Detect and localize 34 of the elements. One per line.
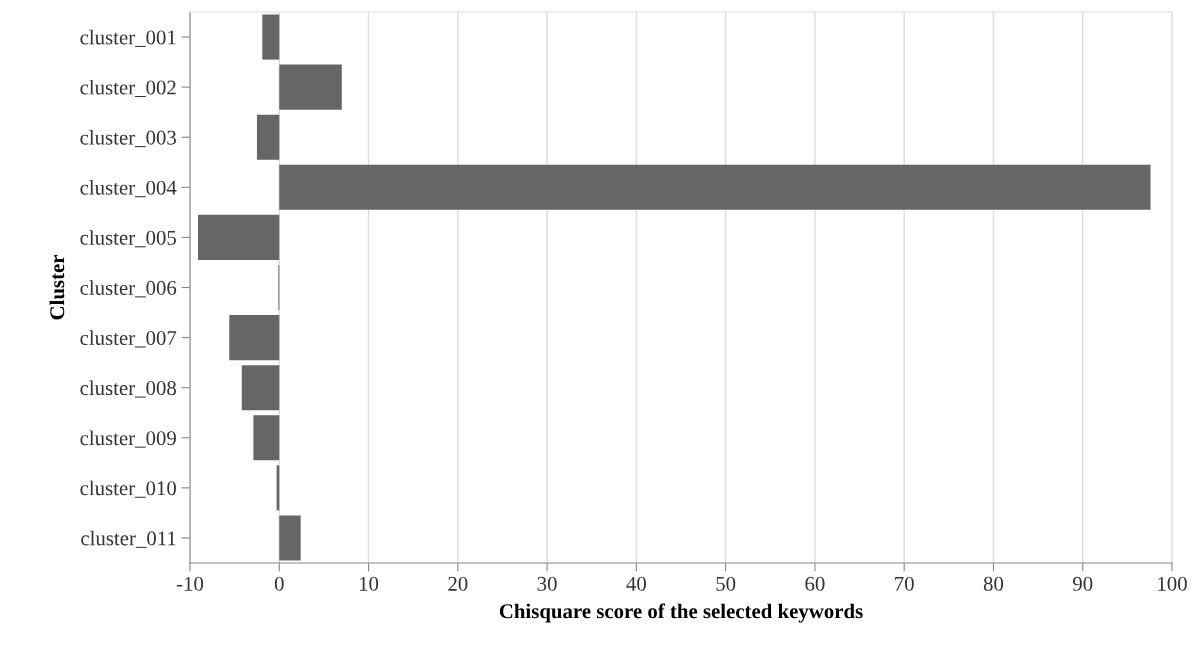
y-tick-label: cluster_001 bbox=[80, 29, 176, 47]
y-tick-label: cluster_003 bbox=[80, 130, 176, 148]
bar bbox=[198, 214, 280, 260]
bar bbox=[253, 415, 280, 461]
y-tick-label: cluster_009 bbox=[80, 430, 176, 448]
y-tick-label: cluster_005 bbox=[80, 230, 176, 248]
x-tick-label: 90 bbox=[1072, 576, 1093, 591]
bar bbox=[256, 114, 280, 160]
x-tick-label: 30 bbox=[537, 576, 557, 591]
bar bbox=[241, 365, 280, 411]
x-tick-label: 60 bbox=[805, 576, 825, 591]
bar bbox=[229, 315, 280, 361]
x-tick-label: 10 bbox=[359, 576, 379, 591]
x-tick-label: 40 bbox=[626, 576, 646, 591]
x-axis-title: Chisquare score of the selected keywords bbox=[499, 603, 863, 623]
y-tick-label: cluster_008 bbox=[80, 380, 177, 398]
y-tick-label: cluster_007 bbox=[80, 330, 177, 348]
y-tick-label: cluster_004 bbox=[80, 180, 177, 198]
bar bbox=[262, 14, 280, 60]
x-tick-label: 50 bbox=[716, 576, 736, 591]
bar bbox=[279, 164, 1151, 210]
x-tick-label: 70 bbox=[895, 576, 914, 591]
x-tick-label: 100 bbox=[1158, 576, 1187, 591]
y-tick-label: cluster_006 bbox=[80, 280, 177, 298]
bar bbox=[279, 64, 342, 110]
x-tick-label: -10 bbox=[176, 576, 204, 591]
y-tick-label: cluster_011 bbox=[81, 530, 176, 548]
bar bbox=[279, 515, 301, 561]
y-tick-label: cluster_002 bbox=[80, 79, 176, 98]
x-tick-label: 20 bbox=[448, 576, 468, 591]
y-tick-label: cluster_010 bbox=[80, 480, 177, 498]
x-tick-label: 0 bbox=[274, 576, 284, 591]
x-tick-label: 80 bbox=[983, 576, 1004, 591]
y-axis-title: Cluster bbox=[49, 254, 65, 320]
